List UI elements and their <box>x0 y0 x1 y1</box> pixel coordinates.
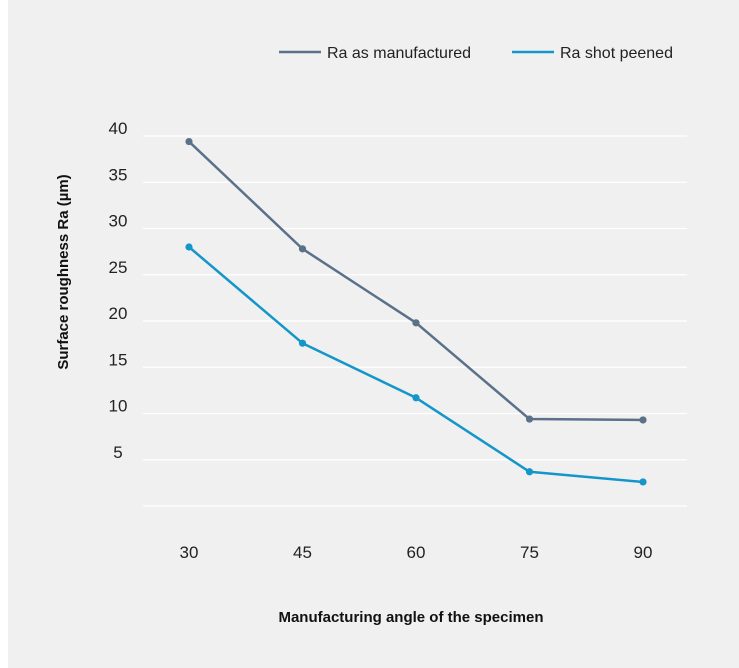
data-point <box>298 245 307 253</box>
y-tick-label: 30 <box>109 212 128 231</box>
series-shot-peened <box>185 243 647 486</box>
chart-panel <box>8 0 739 668</box>
x-axis-ticks: 30 45 60 75 90 <box>180 543 653 562</box>
series-line <box>188 246 644 484</box>
data-point <box>525 468 534 476</box>
x-tick-label: 75 <box>520 543 539 562</box>
legend: Ra as manufactured Ra shot peened <box>279 45 673 62</box>
series-line <box>188 140 644 422</box>
data-point <box>412 319 420 327</box>
data-point <box>525 415 534 423</box>
data-point <box>639 478 647 486</box>
y-tick-label: 5 <box>113 443 122 462</box>
x-tick-label: 90 <box>634 543 653 562</box>
x-tick-label: 30 <box>180 543 199 562</box>
data-point <box>639 416 647 424</box>
y-tick-label: 35 <box>109 165 128 184</box>
x-tick-label: 60 <box>407 543 426 562</box>
legend-label-shot-peened: Ra shot peened <box>560 45 673 62</box>
legend-label-as-manufactured: Ra as manufactured <box>327 45 471 62</box>
y-tick-label: 15 <box>109 350 128 369</box>
y-axis-ticks: 5 10 15 20 25 30 35 40 <box>109 119 128 462</box>
y-tick-label: 10 <box>109 397 128 416</box>
y-tick-label: 40 <box>109 119 128 138</box>
x-tick-label: 45 <box>293 543 312 562</box>
series-as-manufactured <box>185 137 647 424</box>
data-point <box>412 394 420 402</box>
y-tick-label: 25 <box>109 258 128 277</box>
y-axis-title: Surface roughness Ra (µm) <box>55 174 72 369</box>
data-point <box>298 339 307 347</box>
data-point <box>185 137 193 146</box>
data-point <box>185 243 193 251</box>
x-axis-title: Manufacturing angle of the specimen <box>278 609 543 626</box>
y-tick-label: 20 <box>109 304 128 323</box>
data-series <box>185 137 647 486</box>
